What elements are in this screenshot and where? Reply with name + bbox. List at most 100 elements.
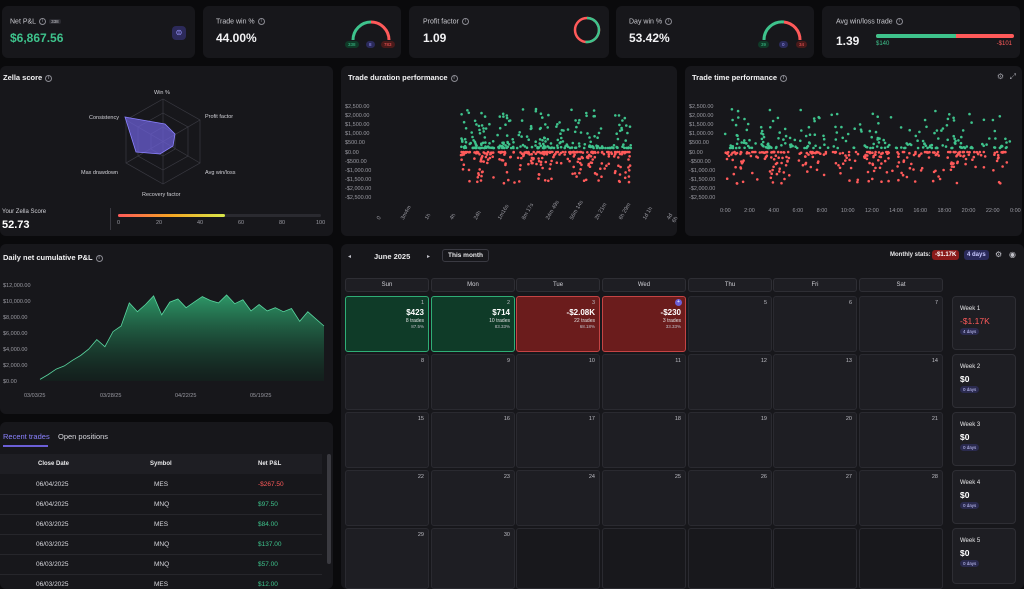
losing-trade-point: [468, 150, 472, 154]
table-row[interactable]: 06/03/2025 MNQ $57.00: [0, 555, 322, 575]
calendar-day[interactable]: 2 $714 10 trades 83.33%: [431, 296, 515, 352]
info-icon[interactable]: i: [39, 18, 47, 25]
col-net-pl[interactable]: Net P&L: [258, 461, 282, 467]
losing-trade-point: [537, 173, 541, 176]
losing-trade-point: [731, 158, 734, 162]
tab-open-positions[interactable]: Open positions: [58, 432, 109, 441]
week-summary[interactable]: Week 3 $0 0 days: [952, 412, 1016, 466]
losing-trade-point: [478, 153, 481, 156]
calendar-day[interactable]: 3 -$2.08K 22 trades 68.18%: [516, 296, 600, 352]
y-tick: $6,000.00: [3, 331, 28, 337]
scrollbar[interactable]: [327, 454, 331, 564]
losing-trade-point: [572, 150, 575, 154]
calendar-day[interactable]: 20: [773, 412, 857, 468]
calendar-day[interactable]: 13: [773, 354, 857, 410]
calendar-day[interactable]: 24: [516, 470, 600, 526]
y-tick: -$2,000.00: [345, 185, 372, 192]
calendar-day[interactable]: 10: [516, 354, 600, 410]
winning-trade-point: [853, 127, 856, 130]
tab-recent-trades[interactable]: Recent trades: [3, 432, 50, 441]
col-close-date[interactable]: Close Date: [38, 461, 70, 467]
calendar-day[interactable]: 27: [773, 470, 857, 526]
notes-icon[interactable]: ⊜: [172, 26, 186, 40]
kpi-day-win: Day win % i 53.42% 39 0 34: [616, 6, 814, 58]
winning-trade-point: [940, 129, 943, 132]
week-days-badge: 0 days: [960, 386, 980, 393]
calendar-day[interactable]: 12: [688, 354, 772, 410]
winning-trade-point: [460, 145, 463, 149]
table-row[interactable]: 06/03/2025 MNQ $137.00: [0, 535, 322, 555]
y-tick: -$1,500.00: [345, 176, 372, 183]
week-summary[interactable]: Week 5 $0 0 days: [952, 528, 1016, 584]
table-row[interactable]: 06/03/2025 MES $12.00: [0, 575, 322, 589]
calendar-day[interactable]: 16: [431, 412, 515, 468]
camera-icon[interactable]: ◉: [1009, 250, 1016, 259]
info-icon[interactable]: i: [461, 18, 469, 25]
info-icon[interactable]: i: [665, 18, 673, 25]
calendar-day[interactable]: 7: [859, 296, 943, 352]
calendar-day[interactable]: 26: [688, 470, 772, 526]
winning-trade-point: [574, 146, 578, 149]
losing-trade-point: [782, 151, 786, 154]
week-label: Week 2: [960, 364, 981, 370]
info-icon[interactable]: i: [45, 74, 53, 82]
calendar-day[interactable]: 23: [431, 470, 515, 526]
losing-trade-point: [772, 150, 775, 154]
scale-tick: 40: [197, 220, 204, 226]
calendar-empty-cell: [773, 528, 857, 589]
calendar-day[interactable]: 8: [345, 354, 429, 410]
avg-win-fill: [876, 34, 957, 38]
info-icon[interactable]: i: [895, 18, 903, 25]
winning-trade-point: [759, 125, 763, 129]
calendar-day[interactable]: 21: [859, 412, 943, 468]
next-month-button[interactable]: ▸: [427, 254, 431, 260]
calendar-day[interactable]: 25: [602, 470, 686, 526]
settings-icon[interactable]: ⚙: [996, 72, 1004, 81]
prev-month-button[interactable]: ◂: [348, 254, 352, 260]
this-month-button[interactable]: This month: [442, 249, 490, 262]
winning-trade-point: [466, 109, 469, 112]
winning-trade-point: [483, 115, 487, 118]
symbol: MNQ: [154, 541, 170, 548]
week-summary[interactable]: Week 4 $0 0 days: [952, 470, 1016, 524]
losing-trade-point: [992, 169, 995, 172]
table-row[interactable]: 06/03/2025 MES $84.00: [0, 515, 322, 535]
calendar-day[interactable]: 15: [345, 412, 429, 468]
winning-trade-point: [817, 115, 820, 119]
table-row[interactable]: 06/04/2025 MES -$267.50: [0, 475, 322, 495]
losing-trade-point: [844, 154, 847, 157]
calendar-day[interactable]: 29: [345, 528, 429, 589]
winning-trade-point: [555, 125, 558, 128]
losing-trade-point: [600, 162, 604, 165]
calendar-day[interactable]: 5: [688, 296, 772, 352]
settings-icon[interactable]: ⚙: [995, 250, 1003, 259]
losing-trade-point: [966, 150, 969, 154]
week-summary[interactable]: Week 1 -$1.17K 4 days: [952, 296, 1016, 350]
losing-trade-point: [925, 150, 929, 154]
calendar-day[interactable]: 17: [516, 412, 600, 468]
calendar-day[interactable]: 30: [431, 528, 515, 589]
calendar-day[interactable]: 11: [602, 354, 686, 410]
info-icon[interactable]: i: [450, 74, 458, 82]
expand-icon[interactable]: ⤢: [1009, 72, 1016, 81]
calendar-day[interactable]: 19: [688, 412, 772, 468]
calendar-day[interactable]: 1 $423 8 trades 87.5%: [345, 296, 429, 352]
note-icon[interactable]: +: [675, 299, 682, 306]
calendar-day[interactable]: 14: [859, 354, 943, 410]
info-icon[interactable]: i: [780, 74, 788, 82]
winning-trade-point: [577, 142, 581, 145]
table-row[interactable]: 06/04/2025 MNQ $97.50: [0, 495, 322, 515]
info-icon[interactable]: i: [95, 254, 103, 262]
calendar-day[interactable]: 18: [602, 412, 686, 468]
calendar-day[interactable]: 22: [345, 470, 429, 526]
radar-axis-consistency: Consistency: [89, 115, 119, 121]
calendar-day[interactable]: 28: [859, 470, 943, 526]
info-icon[interactable]: i: [257, 18, 265, 25]
calendar-day[interactable]: 9: [431, 354, 515, 410]
week-summary[interactable]: Week 2 $0 0 days: [952, 354, 1016, 408]
col-symbol[interactable]: Symbol: [150, 461, 172, 467]
losing-trade-point: [872, 169, 876, 173]
calendar-day[interactable]: 6: [773, 296, 857, 352]
losing-trade-point: [579, 168, 582, 171]
